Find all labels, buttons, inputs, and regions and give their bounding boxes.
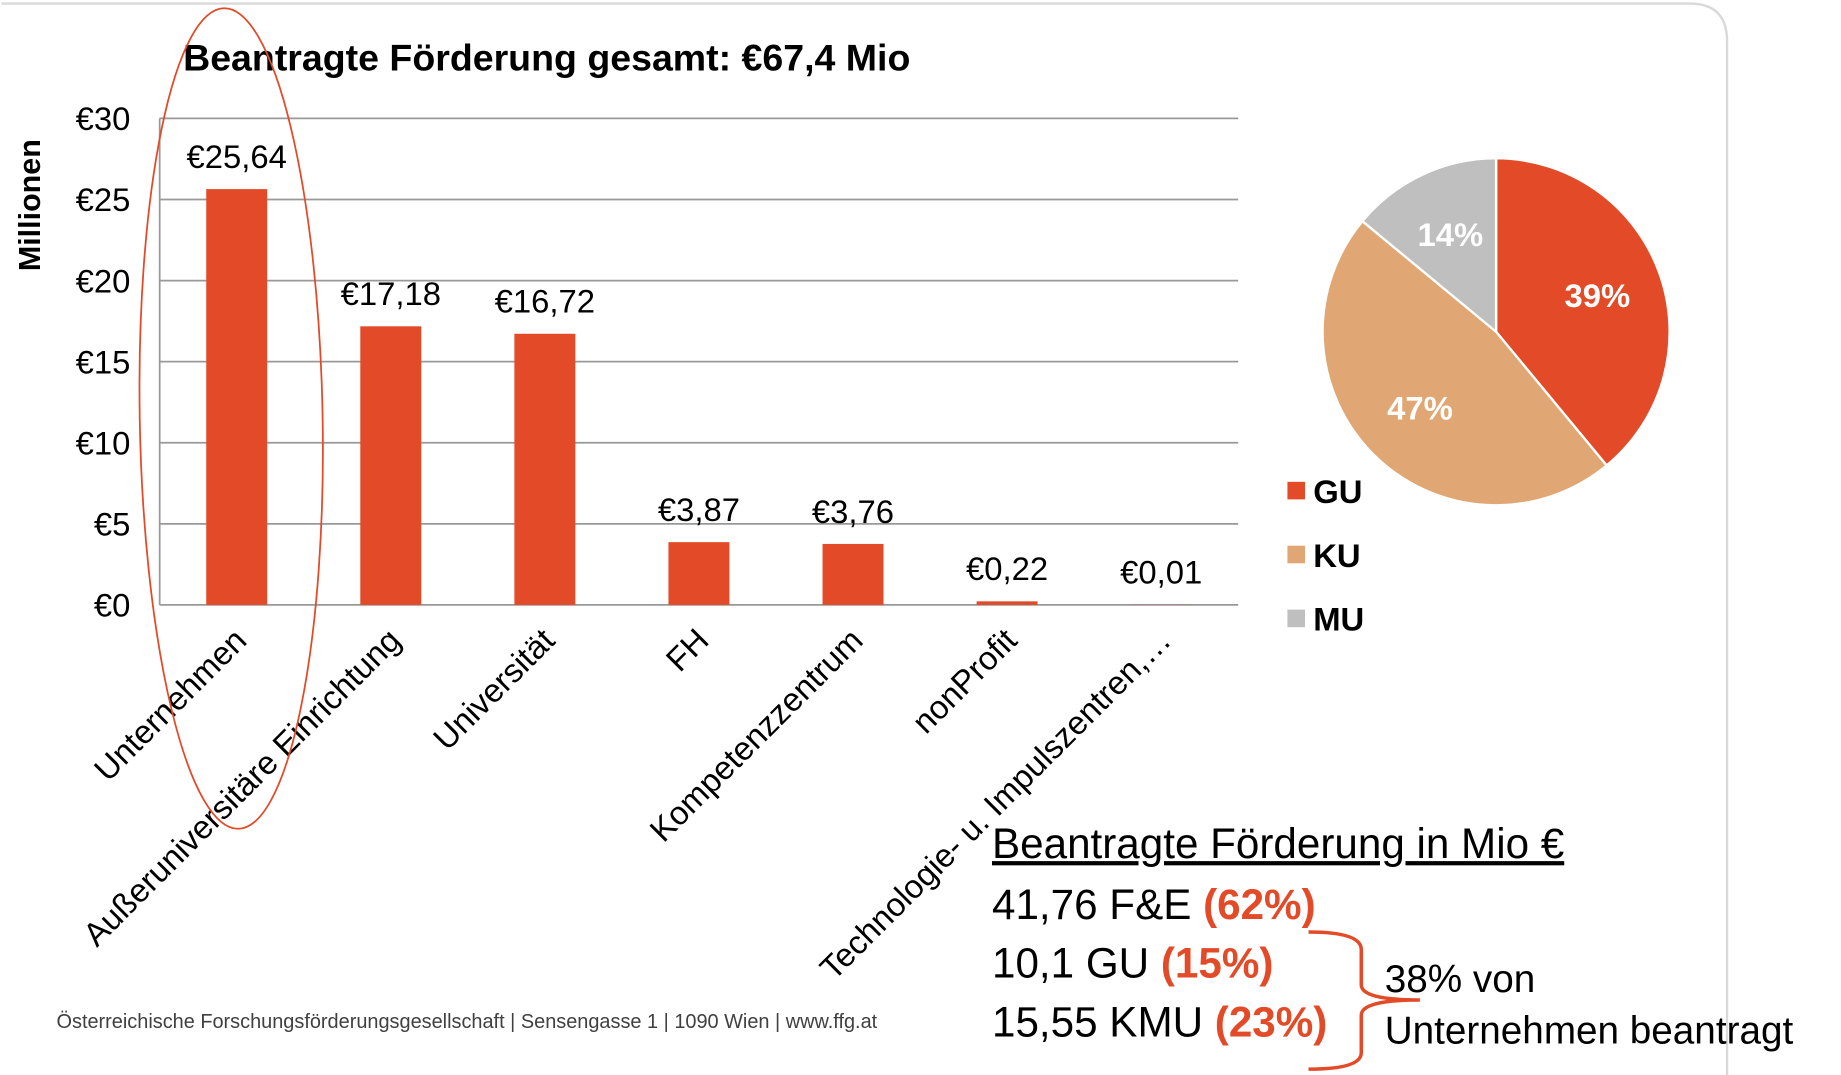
- pie-label: 39%: [1564, 277, 1630, 314]
- pie-slice: [1494, 157, 1671, 468]
- notes-heading: Beantragte Förderung in Mio €: [992, 820, 1564, 867]
- note-line: 10,1 GU (15%): [992, 940, 1273, 987]
- note-text: 15,55 KMU: [992, 998, 1203, 1045]
- legend-label: MU: [1313, 601, 1364, 638]
- pie-slice: [1360, 157, 1498, 335]
- y-tick-label: €30: [76, 100, 131, 137]
- legend-swatch: [1287, 609, 1306, 628]
- footer: Österreichische Forschungsförderungsgese…: [57, 1011, 878, 1033]
- note-line: 41,76 F&E (62%): [992, 881, 1316, 928]
- pie-slice: [1321, 219, 1609, 507]
- value-label: €0,22: [966, 550, 1048, 587]
- x-tick-label: Technologie- u. Impulszentren,…: [812, 621, 1177, 986]
- note-line: 15,55 KMU (23%): [992, 998, 1327, 1045]
- note-percent: (23%): [1215, 998, 1328, 1045]
- highlight-ellipse: [138, 7, 324, 830]
- bar: [514, 333, 576, 605]
- bracket-text: 38% von: [1385, 958, 1536, 1001]
- bar: [668, 542, 730, 605]
- value-label: €16,72: [495, 283, 595, 320]
- notes: Beantragte Förderung in Mio €: [992, 820, 1564, 867]
- y-axis-label: Millionen: [13, 139, 47, 271]
- chart-title: Beantragte Förderung gesamt: €67,4 Mio: [183, 36, 910, 78]
- x-tick-label: nonProfit: [905, 621, 1024, 740]
- bracket-text: Unternehmen beantragt: [1385, 1009, 1794, 1052]
- x-tick-label: Außeruniversitäre Einrichtung: [76, 621, 408, 953]
- x-tick-label: Universität: [426, 621, 562, 757]
- value-label: €3,76: [812, 493, 894, 530]
- y-tick-label: €15: [76, 343, 131, 380]
- bar: [822, 543, 884, 605]
- x-tick-label: FH: [659, 621, 716, 678]
- value-label: €0,01: [1120, 554, 1202, 591]
- value-label: €17,18: [341, 275, 441, 312]
- bar: [976, 601, 1038, 605]
- y-tick-label: €20: [76, 262, 131, 299]
- y-tick-label: €0: [94, 587, 131, 624]
- note-text: 10,1 GU: [992, 940, 1149, 987]
- pie-label: 14%: [1417, 216, 1483, 253]
- legend-label: KU: [1313, 537, 1360, 574]
- value-label: €25,64: [187, 138, 287, 175]
- note-text: 41,76 F&E: [992, 881, 1191, 928]
- pie-label: 47%: [1387, 390, 1453, 427]
- legend-swatch: [1287, 481, 1306, 500]
- y-tick-label: €5: [94, 506, 131, 543]
- note-percent: (15%): [1161, 940, 1274, 987]
- y-tick-label: €25: [76, 181, 131, 218]
- bracket: [1308, 930, 1420, 1071]
- bar: [360, 326, 422, 605]
- frame: [1, 2, 1729, 1075]
- legend-label: GU: [1313, 473, 1362, 510]
- y-tick-label: €10: [76, 424, 131, 461]
- bar: [206, 189, 268, 605]
- value-label: €3,87: [658, 491, 740, 528]
- note-percent: (62%): [1203, 881, 1316, 928]
- legend-swatch: [1287, 545, 1306, 564]
